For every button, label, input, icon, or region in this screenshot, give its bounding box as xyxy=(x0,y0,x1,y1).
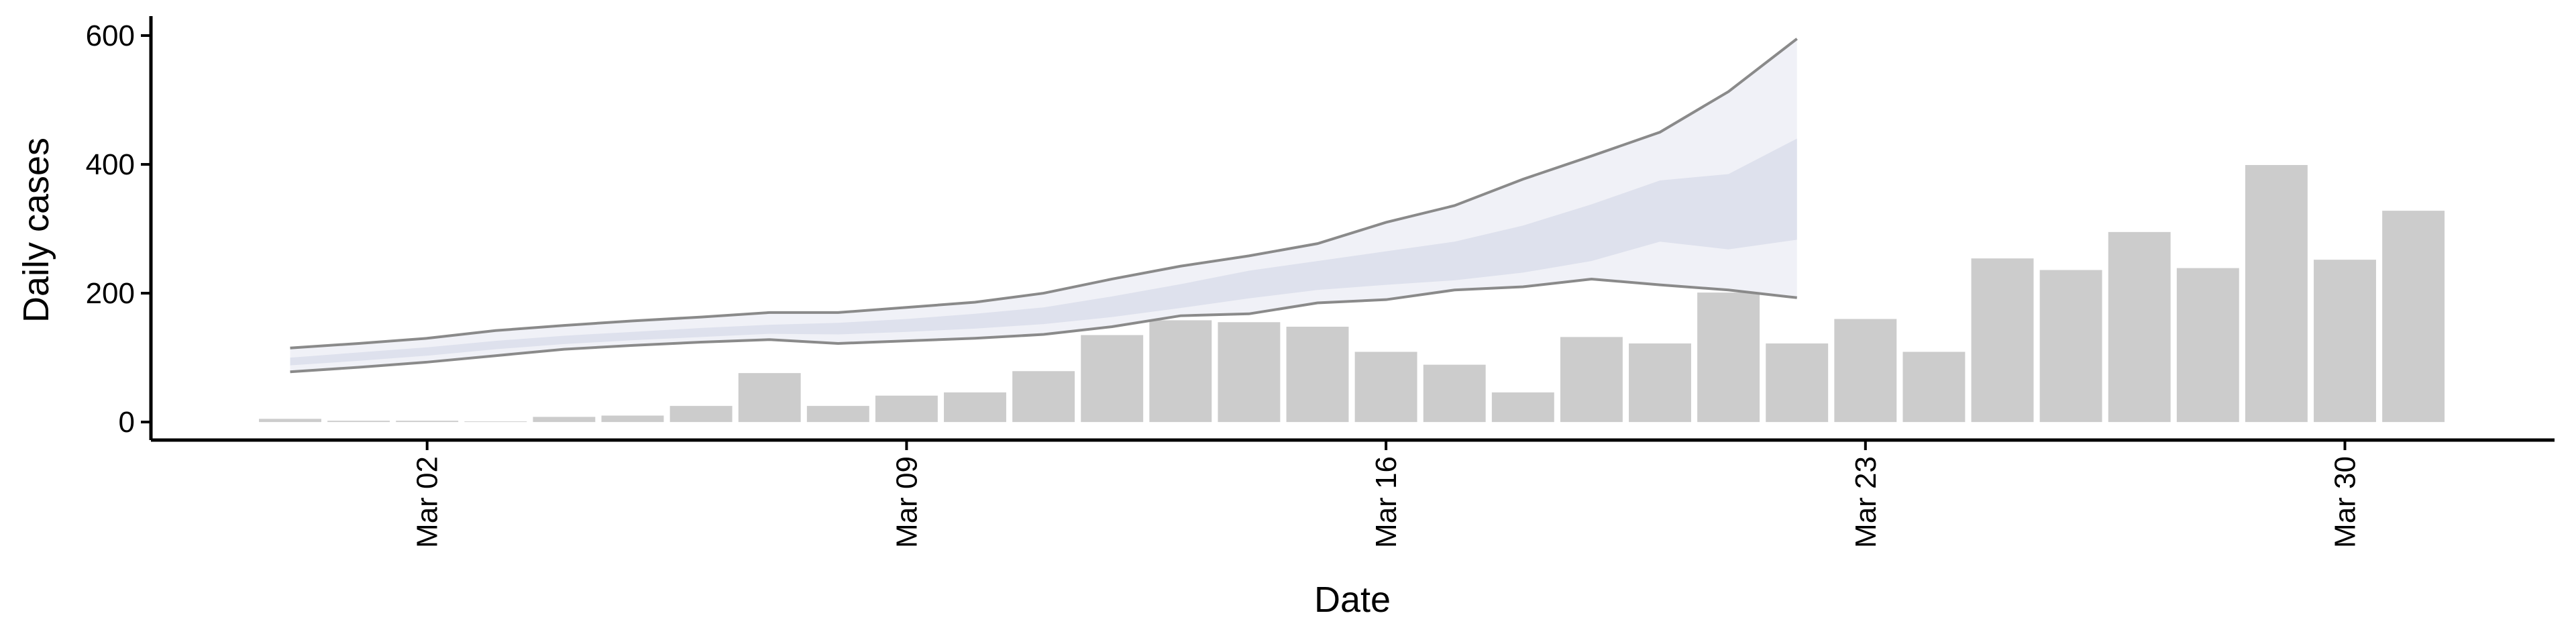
bar xyxy=(2245,165,2308,423)
bar xyxy=(601,415,664,423)
bar xyxy=(1629,343,1691,423)
x-tick-label: Mar 09 xyxy=(890,456,923,548)
x-axis-title: Date xyxy=(1314,580,1391,620)
bar xyxy=(1423,364,1486,423)
bar xyxy=(2108,231,2171,423)
bar xyxy=(1081,335,1144,423)
bar xyxy=(875,395,938,423)
bar xyxy=(669,406,733,423)
x-tick-label: Mar 30 xyxy=(2329,456,2362,548)
x-tick-label: Mar 16 xyxy=(1370,456,1403,548)
y-axis-title: Daily cases xyxy=(16,138,56,323)
bar xyxy=(2039,270,2102,423)
y-tick-label: 200 xyxy=(86,277,135,310)
x-tick-label: Mar 23 xyxy=(1849,456,1882,548)
bar xyxy=(1354,352,1417,423)
bar xyxy=(1834,319,1897,423)
bar xyxy=(1902,352,1966,423)
outer-band xyxy=(290,38,1797,372)
x-tick-label: Mar 02 xyxy=(411,456,444,548)
bar xyxy=(1766,343,1829,423)
y-tick-label: 400 xyxy=(86,148,135,181)
inner-band xyxy=(290,138,1797,366)
bar xyxy=(738,373,801,423)
bar xyxy=(464,421,527,423)
bar xyxy=(806,406,869,423)
bar xyxy=(1012,371,1075,423)
lower-line xyxy=(290,277,1797,374)
bar xyxy=(2382,211,2445,423)
y-tick-label: 600 xyxy=(86,19,135,52)
bar xyxy=(944,392,1006,423)
bar xyxy=(1491,392,1554,423)
upper-line xyxy=(290,38,1798,350)
bar xyxy=(1560,337,1623,423)
bar xyxy=(1149,320,1212,423)
bar xyxy=(1218,322,1281,423)
y-tick-label: 0 xyxy=(119,406,135,439)
bar xyxy=(1971,258,2034,423)
bar xyxy=(533,417,596,423)
bar xyxy=(2314,260,2376,423)
bar xyxy=(327,421,390,423)
bar xyxy=(1697,292,1760,423)
bar xyxy=(2176,268,2239,423)
bar xyxy=(396,421,459,423)
bar xyxy=(259,419,321,423)
bar xyxy=(1286,327,1349,423)
